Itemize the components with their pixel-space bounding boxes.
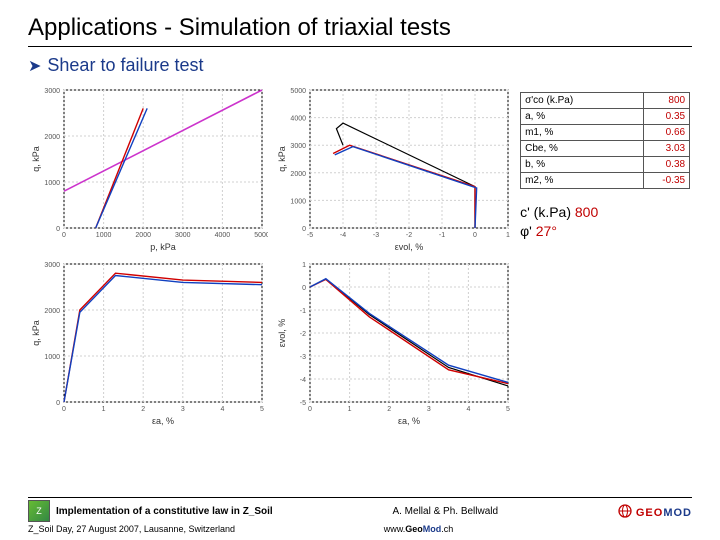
subtitle-text: Shear to failure test bbox=[47, 55, 203, 76]
table-row: Cbe, %3.03 bbox=[521, 141, 690, 157]
svg-text:5: 5 bbox=[506, 406, 510, 413]
content-row: 0100020003000400050000100020003000p, kPa… bbox=[28, 82, 692, 428]
zsoil-logo-icon: Z bbox=[28, 500, 50, 522]
svg-text:q, kPa: q, kPa bbox=[31, 146, 41, 172]
subtitle-row: ➤ Shear to failure test bbox=[28, 55, 692, 76]
svg-text:2000: 2000 bbox=[290, 171, 306, 178]
svg-text:2: 2 bbox=[387, 406, 391, 413]
svg-text:5000: 5000 bbox=[254, 232, 268, 239]
svg-text:εa, %: εa, % bbox=[152, 416, 174, 426]
svg-text:εvol, %: εvol, % bbox=[277, 319, 287, 348]
phi-prime-label: φ' bbox=[520, 223, 532, 239]
svg-text:0: 0 bbox=[308, 406, 312, 413]
params-table: σ'co (k.Pa)800a, %0.35m1, %0.66Cbe, %3.0… bbox=[520, 92, 690, 189]
table-row: m2, %-0.35 bbox=[521, 173, 690, 189]
side-column: σ'co (k.Pa)800a, %0.35m1, %0.66Cbe, %3.0… bbox=[514, 82, 692, 428]
svg-text:3000: 3000 bbox=[175, 232, 191, 239]
svg-text:-3: -3 bbox=[300, 354, 306, 361]
svg-text:0: 0 bbox=[56, 400, 60, 407]
chart-bot-right: 0 1 2 3 4 5 -5 -4 -3 -2 -1 0 1 εa, % εvol, % bbox=[274, 256, 514, 428]
svg-text:3000: 3000 bbox=[44, 88, 60, 95]
svg-text:1: 1 bbox=[302, 262, 306, 269]
svg-text:-4: -4 bbox=[340, 232, 346, 239]
phi-prime-value: 27° bbox=[536, 223, 557, 239]
title-rule bbox=[28, 46, 692, 47]
phi-prime-row: φ' 27° bbox=[520, 222, 692, 241]
footer-authors: A. Mellal & Ph. Bellwald bbox=[392, 506, 498, 517]
svg-text:1000: 1000 bbox=[44, 354, 60, 361]
charts-grid: 0100020003000400050000100020003000p, kPa… bbox=[28, 82, 514, 428]
svg-text:εvol, %: εvol, % bbox=[395, 242, 424, 252]
footer-event: Z_Soil Day, 27 August 2007, Lausanne, Sw… bbox=[28, 524, 235, 534]
svg-text:0: 0 bbox=[62, 232, 66, 239]
table-row: σ'co (k.Pa)800 bbox=[521, 93, 690, 109]
svg-text:2000: 2000 bbox=[135, 232, 151, 239]
slide-root: Applications - Simulation of triaxial te… bbox=[0, 0, 720, 540]
svg-text:0: 0 bbox=[302, 285, 306, 292]
svg-text:0: 0 bbox=[62, 406, 66, 413]
svg-text:-4: -4 bbox=[300, 377, 306, 384]
globe-icon bbox=[618, 504, 632, 518]
svg-text:3: 3 bbox=[427, 406, 431, 413]
svg-text:2000: 2000 bbox=[44, 134, 60, 141]
svg-text:-3: -3 bbox=[373, 232, 379, 239]
svg-text:0: 0 bbox=[473, 232, 477, 239]
geomod-logo: GEOMOD bbox=[618, 504, 692, 519]
footer-url: www.GeoMod.ch bbox=[384, 524, 454, 534]
svg-text:-5: -5 bbox=[300, 400, 306, 407]
chart-top-left: 0 1000 2000 3000 4000 5000 0 1000 2000 3000 p, kPa… bbox=[28, 82, 268, 254]
c-prime-row: c' (k.Pa) 800 bbox=[520, 203, 692, 222]
table-row: m1, %0.66 bbox=[521, 125, 690, 141]
table-row: a, %0.35 bbox=[521, 109, 690, 125]
svg-text:q, kPa: q, kPa bbox=[31, 320, 41, 346]
footer-row-2: Z_Soil Day, 27 August 2007, Lausanne, Sw… bbox=[28, 524, 692, 534]
bullet-arrow-icon: ➤ bbox=[28, 56, 41, 76]
svg-text:-1: -1 bbox=[439, 232, 445, 239]
svg-text:q, kPa: q, kPa bbox=[277, 146, 287, 172]
svg-text:3000: 3000 bbox=[290, 143, 306, 150]
derived-params: c' (k.Pa) 800 φ' 27° bbox=[520, 203, 692, 241]
footer-rule bbox=[28, 497, 692, 498]
svg-text:1: 1 bbox=[102, 406, 106, 413]
svg-text:1000: 1000 bbox=[44, 180, 60, 187]
svg-text:2: 2 bbox=[141, 406, 145, 413]
svg-text:4: 4 bbox=[220, 406, 224, 413]
svg-text:5000: 5000 bbox=[290, 88, 306, 95]
svg-text:-2: -2 bbox=[300, 331, 306, 338]
svg-text:4: 4 bbox=[466, 406, 470, 413]
svg-text:4000: 4000 bbox=[215, 232, 231, 239]
svg-text:0: 0 bbox=[302, 226, 306, 233]
table-row: b, %0.38 bbox=[521, 157, 690, 173]
svg-text:p, kPa: p, kPa bbox=[150, 242, 176, 252]
svg-text:-5: -5 bbox=[307, 232, 313, 239]
page-title: Applications - Simulation of triaxial te… bbox=[28, 14, 692, 42]
svg-text:3: 3 bbox=[181, 406, 185, 413]
chart-top-right: -5 -4 -3 -2 -1 0 1 0 1000 2000 3000 4000 5000 εvol, %… bbox=[274, 82, 514, 254]
footer: Z Implementation of a constitutive law i… bbox=[0, 497, 720, 534]
svg-text:-2: -2 bbox=[406, 232, 412, 239]
footer-impl-text: Implementation of a constitutive law in … bbox=[56, 506, 273, 517]
c-prime-value: 800 bbox=[575, 204, 598, 220]
svg-text:4000: 4000 bbox=[290, 116, 306, 123]
chart-bot-left: 0 1 2 3 4 5 0 1000 2000 3000 εa, % q, kPa bbox=[28, 256, 268, 428]
svg-text:εa, %: εa, % bbox=[398, 416, 420, 426]
svg-text:1: 1 bbox=[348, 406, 352, 413]
svg-text:5: 5 bbox=[260, 406, 264, 413]
svg-text:1000: 1000 bbox=[96, 232, 112, 239]
footer-row-1: Z Implementation of a constitutive law i… bbox=[28, 500, 692, 522]
svg-text:-1: -1 bbox=[300, 308, 306, 315]
c-prime-label: c' (k.Pa) bbox=[520, 204, 571, 220]
svg-text:2000: 2000 bbox=[44, 308, 60, 315]
svg-text:1: 1 bbox=[506, 232, 510, 239]
svg-text:3000: 3000 bbox=[44, 262, 60, 269]
svg-text:1000: 1000 bbox=[290, 198, 306, 205]
svg-text:0: 0 bbox=[56, 226, 60, 233]
